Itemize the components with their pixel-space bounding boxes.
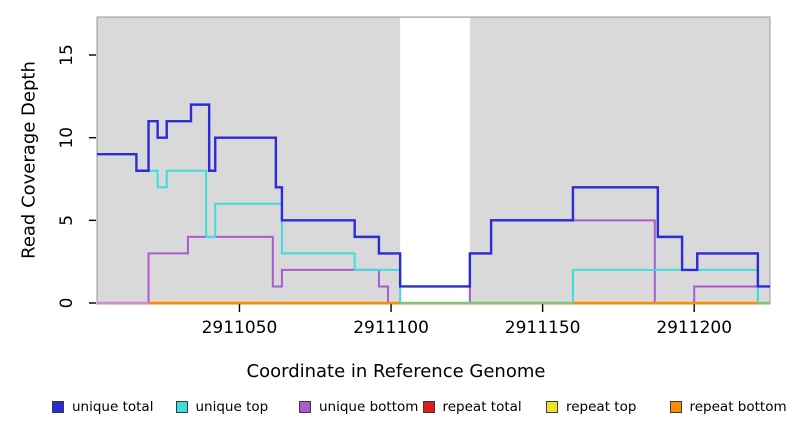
legend-swatch-icon bbox=[175, 401, 188, 413]
legend-swatch-icon bbox=[299, 401, 311, 413]
y-axis-label: Read Coverage Depth bbox=[18, 61, 40, 259]
legend-item-repeat-top: repeat top bbox=[546, 399, 670, 415]
y-tick-label: 10 bbox=[57, 127, 77, 149]
x-tick-label: 2911150 bbox=[505, 318, 581, 338]
y-tick-label: 5 bbox=[57, 215, 77, 226]
legend-label: unique bottom bbox=[319, 399, 419, 415]
legend-swatch-icon bbox=[546, 401, 558, 413]
series-unique-bottom bbox=[97, 219, 770, 304]
x-tick-label: 2911050 bbox=[202, 318, 278, 338]
legend-item-unique-total: unique total bbox=[52, 399, 176, 415]
series-unique-top bbox=[97, 153, 770, 304]
x-tick-label: 2911100 bbox=[353, 318, 429, 338]
legend-item-unique-top: unique top bbox=[175, 399, 300, 415]
x-axis-label: Coordinate in Reference Genome bbox=[246, 361, 546, 382]
masked-region bbox=[400, 18, 470, 303]
legend-label: repeat total bbox=[442, 399, 522, 415]
y-tick-label: 0 bbox=[57, 298, 77, 309]
x-tick-label: 2911200 bbox=[656, 318, 732, 338]
legend-swatch-icon bbox=[669, 401, 682, 413]
legend-item-repeat-total: repeat total bbox=[422, 399, 547, 415]
legend-item-unique-bottom: unique bottom bbox=[299, 399, 423, 415]
legend-swatch-icon bbox=[422, 401, 435, 413]
legend-label: unique top bbox=[195, 399, 269, 415]
legend-item-repeat-bottom: repeat bottom bbox=[669, 399, 792, 415]
legend-swatch-icon bbox=[52, 401, 64, 413]
legend-label: unique total bbox=[72, 399, 154, 415]
series-unique-total bbox=[97, 103, 770, 288]
legend-label: repeat top bbox=[566, 399, 637, 415]
legend-label: repeat bottom bbox=[689, 399, 787, 415]
y-tick-label: 15 bbox=[57, 44, 77, 66]
legend: unique total unique top unique bottom repea… bbox=[52, 399, 788, 415]
